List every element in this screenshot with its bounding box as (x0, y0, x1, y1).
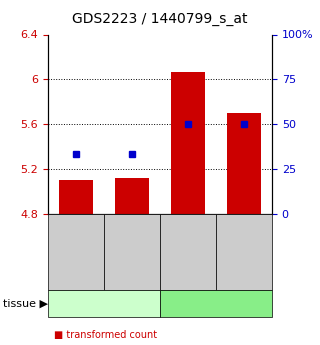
Text: GDS2223 / 1440799_s_at: GDS2223 / 1440799_s_at (72, 12, 248, 26)
Text: tissue ▶: tissue ▶ (3, 299, 48, 308)
Bar (115, 178, 149, 214)
Text: GSM82633: GSM82633 (239, 225, 249, 278)
Text: GSM82632: GSM82632 (183, 225, 193, 278)
Text: GSM82630: GSM82630 (71, 225, 81, 278)
Text: ■ transformed count: ■ transformed count (54, 330, 157, 339)
Text: GSM82631: GSM82631 (127, 225, 137, 278)
Text: ovary: ovary (88, 299, 120, 308)
Bar (227, 113, 261, 214)
Bar (171, 71, 205, 214)
Text: testis: testis (201, 299, 231, 308)
Bar (59, 180, 93, 214)
